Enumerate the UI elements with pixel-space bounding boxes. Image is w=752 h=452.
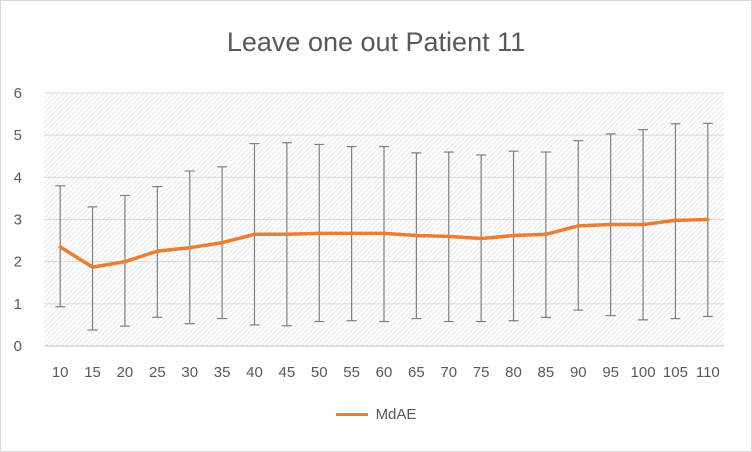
data-point — [512, 234, 516, 238]
x-tick-label: 40 — [246, 364, 263, 381]
x-tick-label: 65 — [408, 364, 425, 381]
chart-title: Leave one out Patient 11 — [226, 27, 526, 57]
x-tick-label: 85 — [538, 364, 555, 381]
x-tick-label: 75 — [473, 364, 490, 381]
data-point — [447, 234, 451, 238]
data-point — [252, 232, 256, 236]
legend-swatch-mdae — [335, 412, 368, 416]
data-point — [382, 231, 386, 235]
legend: MdAE — [1, 404, 751, 424]
data-point — [576, 224, 580, 228]
x-tick-label: 45 — [279, 364, 296, 381]
data-point — [91, 265, 95, 269]
x-tick-label: 35 — [214, 364, 231, 381]
data-point — [123, 260, 127, 264]
x-tick-label: 25 — [149, 364, 166, 381]
legend-label-mdae: MdAE — [375, 405, 417, 423]
data-point — [188, 246, 192, 250]
x-tick-label: 50 — [311, 364, 328, 381]
data-point — [58, 245, 62, 249]
data-point — [220, 241, 224, 245]
x-tick-label: 105 — [663, 364, 688, 381]
y-tick-label: 1 — [14, 296, 22, 313]
data-point — [285, 232, 289, 236]
data-point — [706, 218, 710, 221]
x-tick-label: 10 — [52, 364, 69, 381]
x-tick-label: 100 — [631, 364, 656, 381]
data-point — [414, 234, 418, 238]
x-tick-label: 55 — [343, 364, 360, 381]
x-tick-label: 70 — [440, 364, 457, 381]
y-tick-label: 0 — [14, 338, 22, 355]
x-tick-label: 60 — [376, 364, 393, 381]
x-tick-label: 110 — [696, 364, 720, 381]
y-tick-label: 3 — [14, 212, 22, 229]
x-tick-label: 15 — [84, 364, 101, 381]
data-point — [479, 236, 483, 240]
x-tick-label: 30 — [181, 364, 198, 381]
y-tick-label: 6 — [14, 85, 22, 102]
data-point — [544, 232, 548, 236]
x-tick-label: 80 — [505, 364, 522, 381]
data-point — [673, 218, 677, 222]
x-tick-label: 20 — [117, 364, 134, 381]
y-tick-label: 2 — [14, 254, 22, 271]
data-point — [350, 231, 354, 235]
x-tick-label: 90 — [570, 364, 587, 381]
data-point — [155, 249, 159, 253]
data-point — [317, 231, 321, 235]
data-point — [609, 223, 613, 227]
y-tick-label: 5 — [14, 127, 22, 144]
data-point — [641, 223, 645, 227]
y-tick-label: 4 — [14, 169, 22, 186]
x-tick-label: 95 — [602, 364, 619, 381]
